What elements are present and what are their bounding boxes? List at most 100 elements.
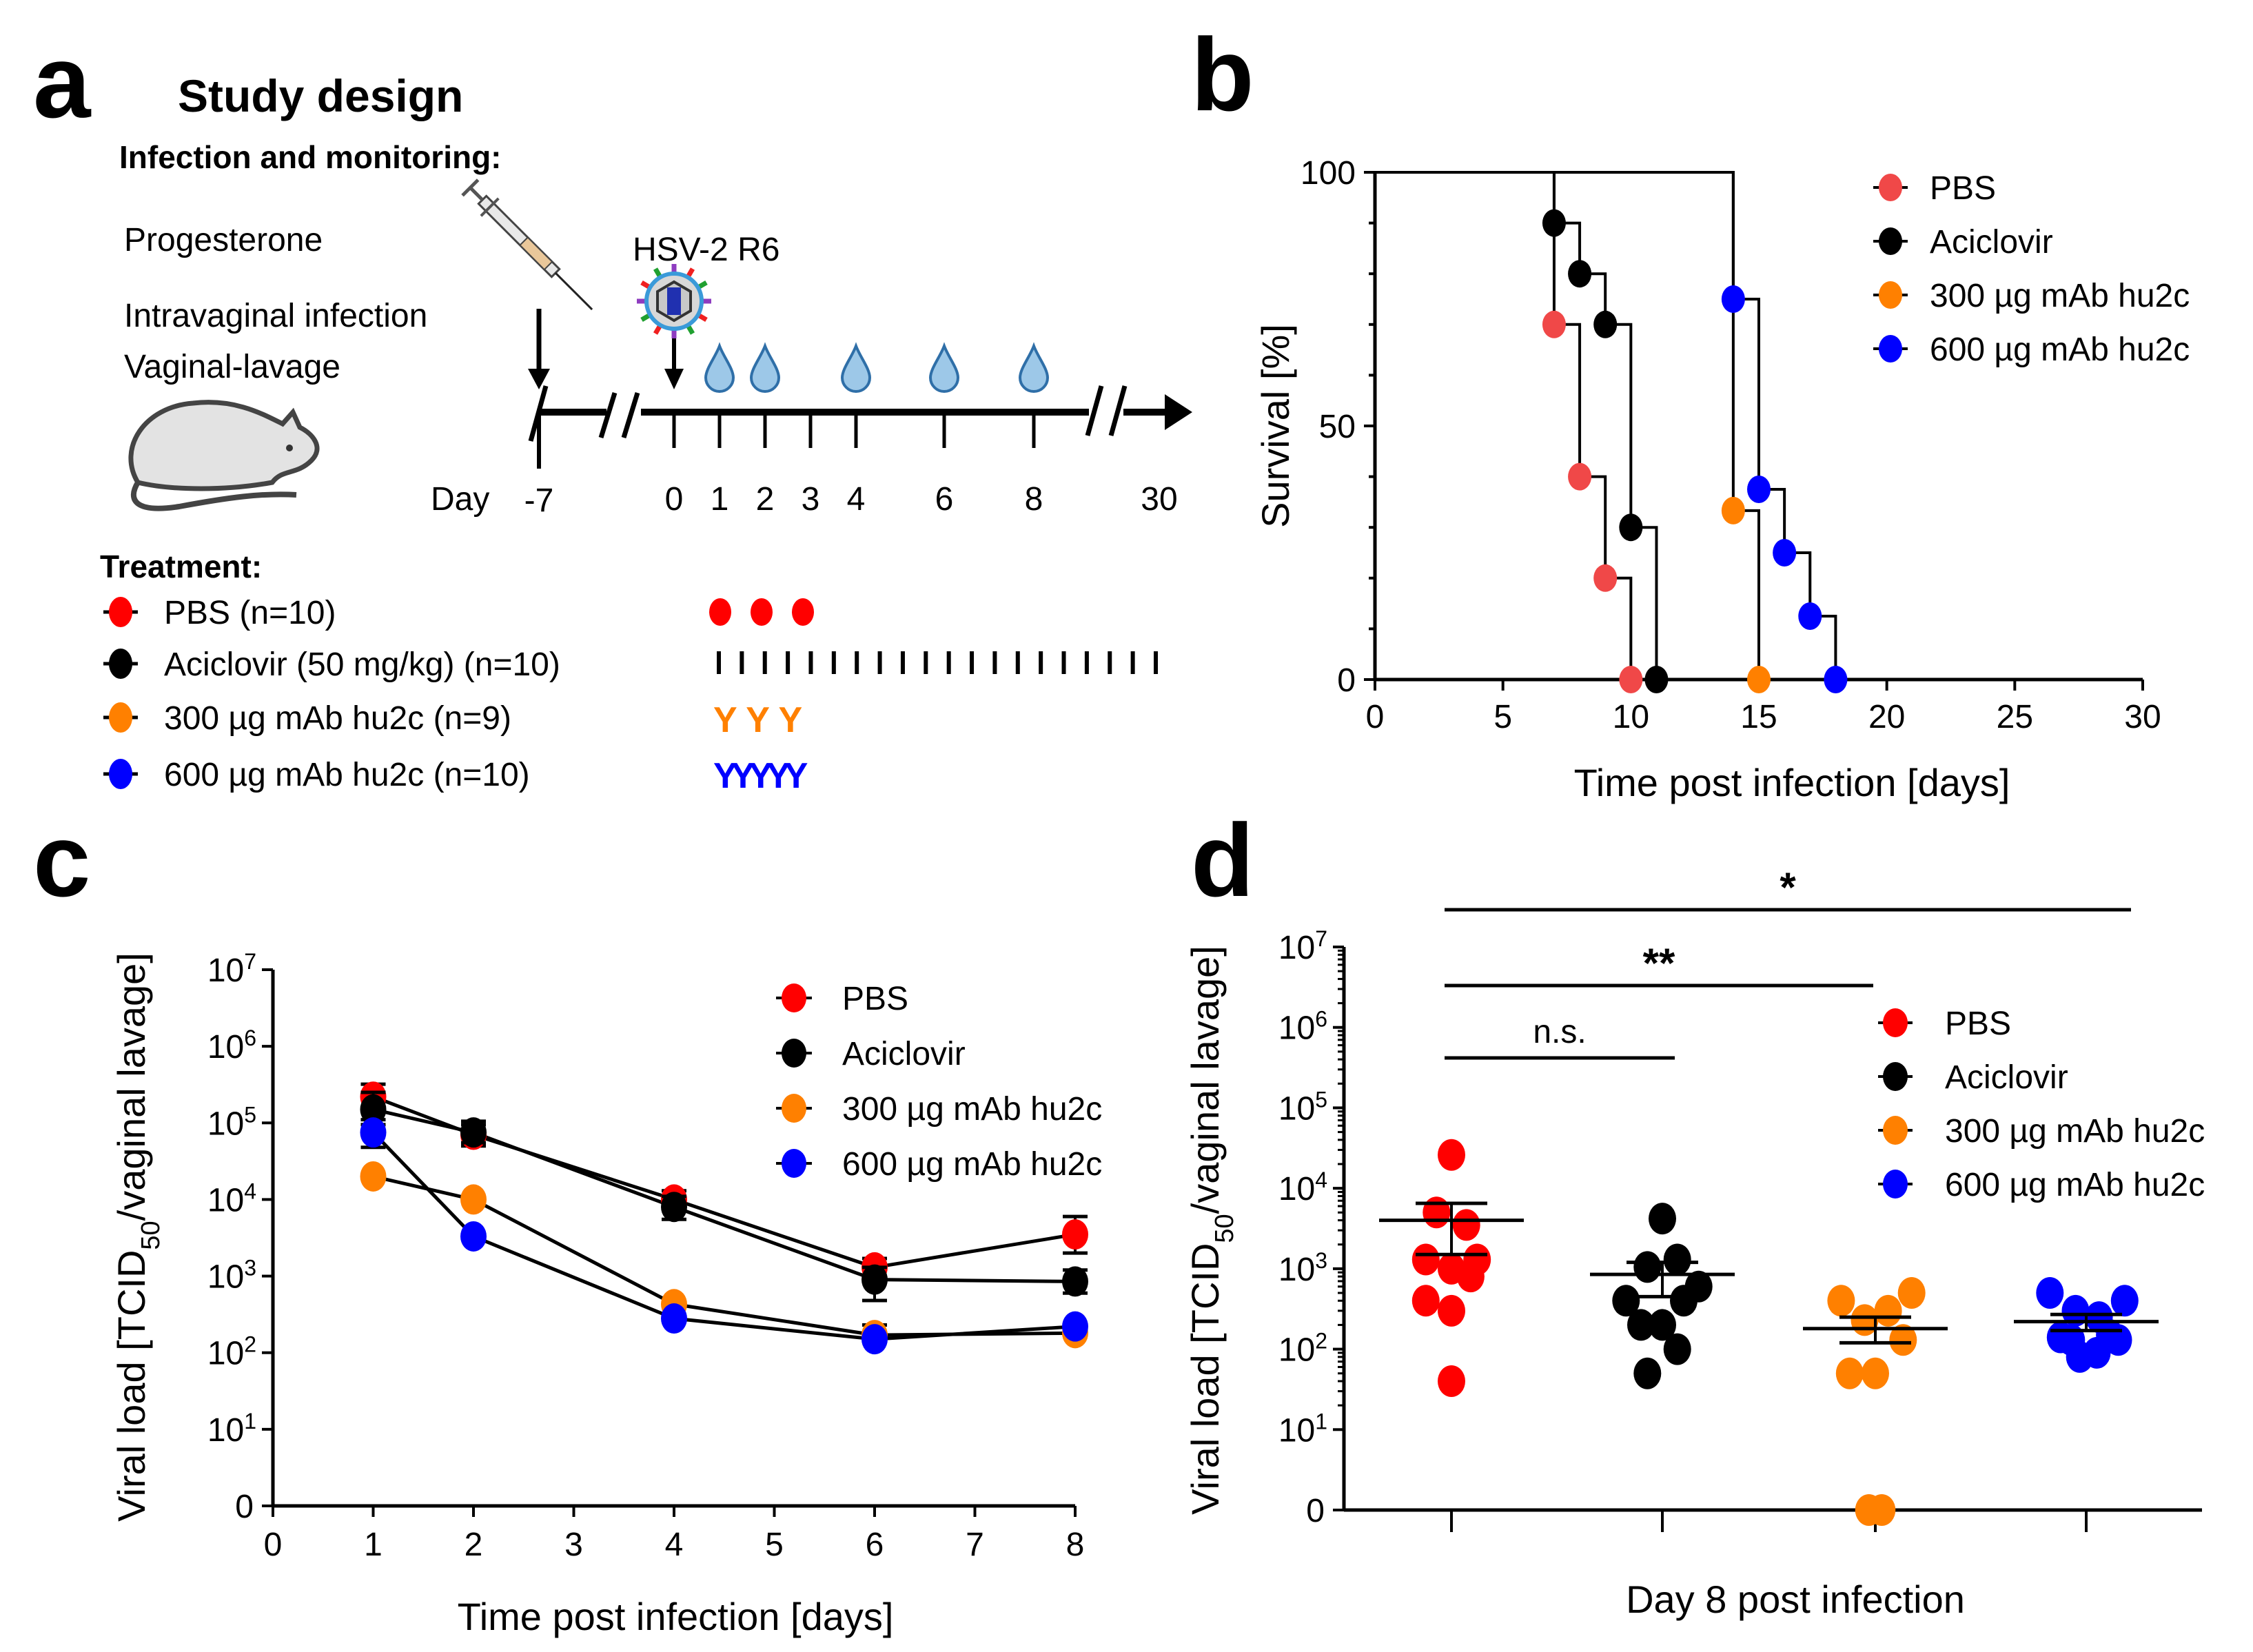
data-point <box>360 1094 387 1125</box>
y-tick-label: 100 <box>1301 155 1356 192</box>
virus-label: HSV-2 R6 <box>633 232 779 268</box>
y-tick-label: 102 <box>207 1332 256 1372</box>
mouse-icon <box>128 400 320 511</box>
data-point <box>2110 1285 2139 1317</box>
data-point <box>1438 1365 1465 1398</box>
panel-label-d: d <box>1191 802 1254 918</box>
y-tick-label: 106 <box>1278 1007 1327 1047</box>
legend-marker <box>1883 1062 1908 1091</box>
drop-icon <box>840 342 872 393</box>
treatment-row-aciclovir: Aciclovir (50 mg/kg) (n=10) <box>103 646 560 683</box>
data-point <box>1649 1309 1676 1341</box>
survival-legend: PBS Aciclovir 300 µg mAb hu2c 600 µg mAb hu… <box>1873 170 2190 368</box>
survival-point <box>1721 496 1745 524</box>
panel-b: b 0 5 10 15 20 25 30 0 50 100 PBS Aciclovir 300 µg … <box>1191 17 2190 804</box>
viral-load-axes: 0 101 102 103 104 105 106 107 0 1 2 3 4 5 6 7 8 <box>207 949 1085 1563</box>
drop-icon <box>749 342 781 393</box>
survival-curve <box>1375 171 2143 681</box>
aciclovir-schedule <box>717 651 1158 674</box>
timeline-day-label: Day <box>431 481 489 518</box>
data-point <box>1874 1294 1902 1327</box>
y-tick-label: 104 <box>1278 1167 1327 1207</box>
day8-x-axis-label: Day 8 post infection <box>1626 1578 1965 1621</box>
legend-label: Aciclovir <box>1945 1059 2068 1096</box>
x-tick-label: 10 <box>1613 699 1649 735</box>
pbs-dose-dot <box>709 598 731 626</box>
y-tick-label: 0 <box>235 1489 254 1525</box>
data-point <box>1868 1494 1896 1526</box>
timeline-tick-label: 30 <box>1141 481 1177 518</box>
study-design-title: Study design <box>178 70 463 121</box>
legend-marker <box>1883 1116 1908 1145</box>
drop-icon <box>704 342 735 393</box>
day8-axes: 0 101 102 103 104 105 106 107 <box>1278 926 2202 1532</box>
legend-marker <box>782 1094 806 1123</box>
y-tick-label: 0 <box>1306 1493 1325 1529</box>
panel-label-b: b <box>1191 17 1254 132</box>
infection-section-title: Infection and monitoring: <box>119 139 502 175</box>
legend-label: 600 µg mAb hu2c <box>842 1146 1102 1183</box>
data-point <box>661 1303 687 1334</box>
data-point <box>1835 1357 1864 1389</box>
data-point <box>1649 1203 1676 1235</box>
x-tick-label: 6 <box>866 1527 884 1563</box>
y-tick-label: 0 <box>1337 662 1356 699</box>
timeline-tick-labels: -7 0 1 2 3 4 6 8 30 <box>524 481 1178 519</box>
survival-point <box>1721 285 1745 313</box>
y-tick-label: 103 <box>1278 1248 1327 1288</box>
y-tick-label: 101 <box>1278 1409 1327 1449</box>
y-tick-label: 107 <box>1278 926 1327 966</box>
legend-label: 300 µg mAb hu2c <box>1945 1113 2205 1150</box>
mab600-schedule: YYYYY <box>713 756 808 796</box>
pbs-dose-dot <box>751 598 773 626</box>
legend-label: PBS <box>1945 1006 2011 1042</box>
significance-label: * <box>1780 864 1796 910</box>
mab300-schedule: Y Y Y <box>713 700 802 740</box>
data-point <box>1633 1357 1662 1389</box>
survival-point <box>1542 209 1566 237</box>
timeline-tick-label: 6 <box>935 481 954 518</box>
legend-marker <box>782 1149 806 1178</box>
data-point <box>1633 1251 1662 1283</box>
data-point <box>1663 1243 1691 1276</box>
y-tick-label: 107 <box>207 949 256 989</box>
data-point <box>1438 1294 1465 1327</box>
data-point <box>360 1117 387 1148</box>
survival-point <box>1773 539 1797 567</box>
significance-label: ** <box>1643 940 1675 986</box>
timeline-tick-label: 0 <box>665 481 684 518</box>
syringe-icon <box>461 179 593 311</box>
x-tick-label: 5 <box>1493 699 1512 735</box>
legend-marker-aciclovir <box>109 649 132 679</box>
survival-point <box>1568 260 1592 288</box>
legend-label: Aciclovir <box>842 1036 966 1072</box>
legend-marker-mab600 <box>109 759 132 789</box>
data-point <box>1670 1285 1698 1317</box>
treatment-label: 600 µg mAb hu2c (n=10) <box>164 757 530 793</box>
survival-point <box>1798 602 1822 630</box>
x-tick-label: 7 <box>966 1527 984 1563</box>
y-tick-label: 104 <box>207 1179 256 1218</box>
survival-point <box>1619 666 1643 693</box>
x-tick-label: 0 <box>1366 699 1385 735</box>
survival-markers <box>1542 209 1848 693</box>
survival-x-axis-label: Time post infection [days] <box>1574 761 2010 804</box>
data-point <box>460 1184 487 1215</box>
panel-label-c: c <box>33 802 90 918</box>
significance-label: n.s. <box>1533 1014 1586 1050</box>
x-tick-label: 20 <box>1868 699 1905 735</box>
step-intravaginal-infection: Intravaginal infection <box>124 298 427 334</box>
data-point <box>2061 1294 2090 1327</box>
y-tick-label: 50 <box>1319 409 1356 445</box>
viral-load-legend: PBS Aciclovir 300 µg mAb hu2c 600 µg mAb hu… <box>776 981 1102 1183</box>
x-tick-label: 30 <box>2124 699 2161 735</box>
timeline-tick-label: 3 <box>802 481 820 518</box>
data-point <box>1612 1285 1640 1317</box>
x-tick-label: 0 <box>264 1527 283 1563</box>
data-point <box>862 1324 888 1355</box>
survival-point <box>1747 476 1771 503</box>
data-point <box>1062 1311 1088 1342</box>
legend-marker <box>1879 227 1902 255</box>
